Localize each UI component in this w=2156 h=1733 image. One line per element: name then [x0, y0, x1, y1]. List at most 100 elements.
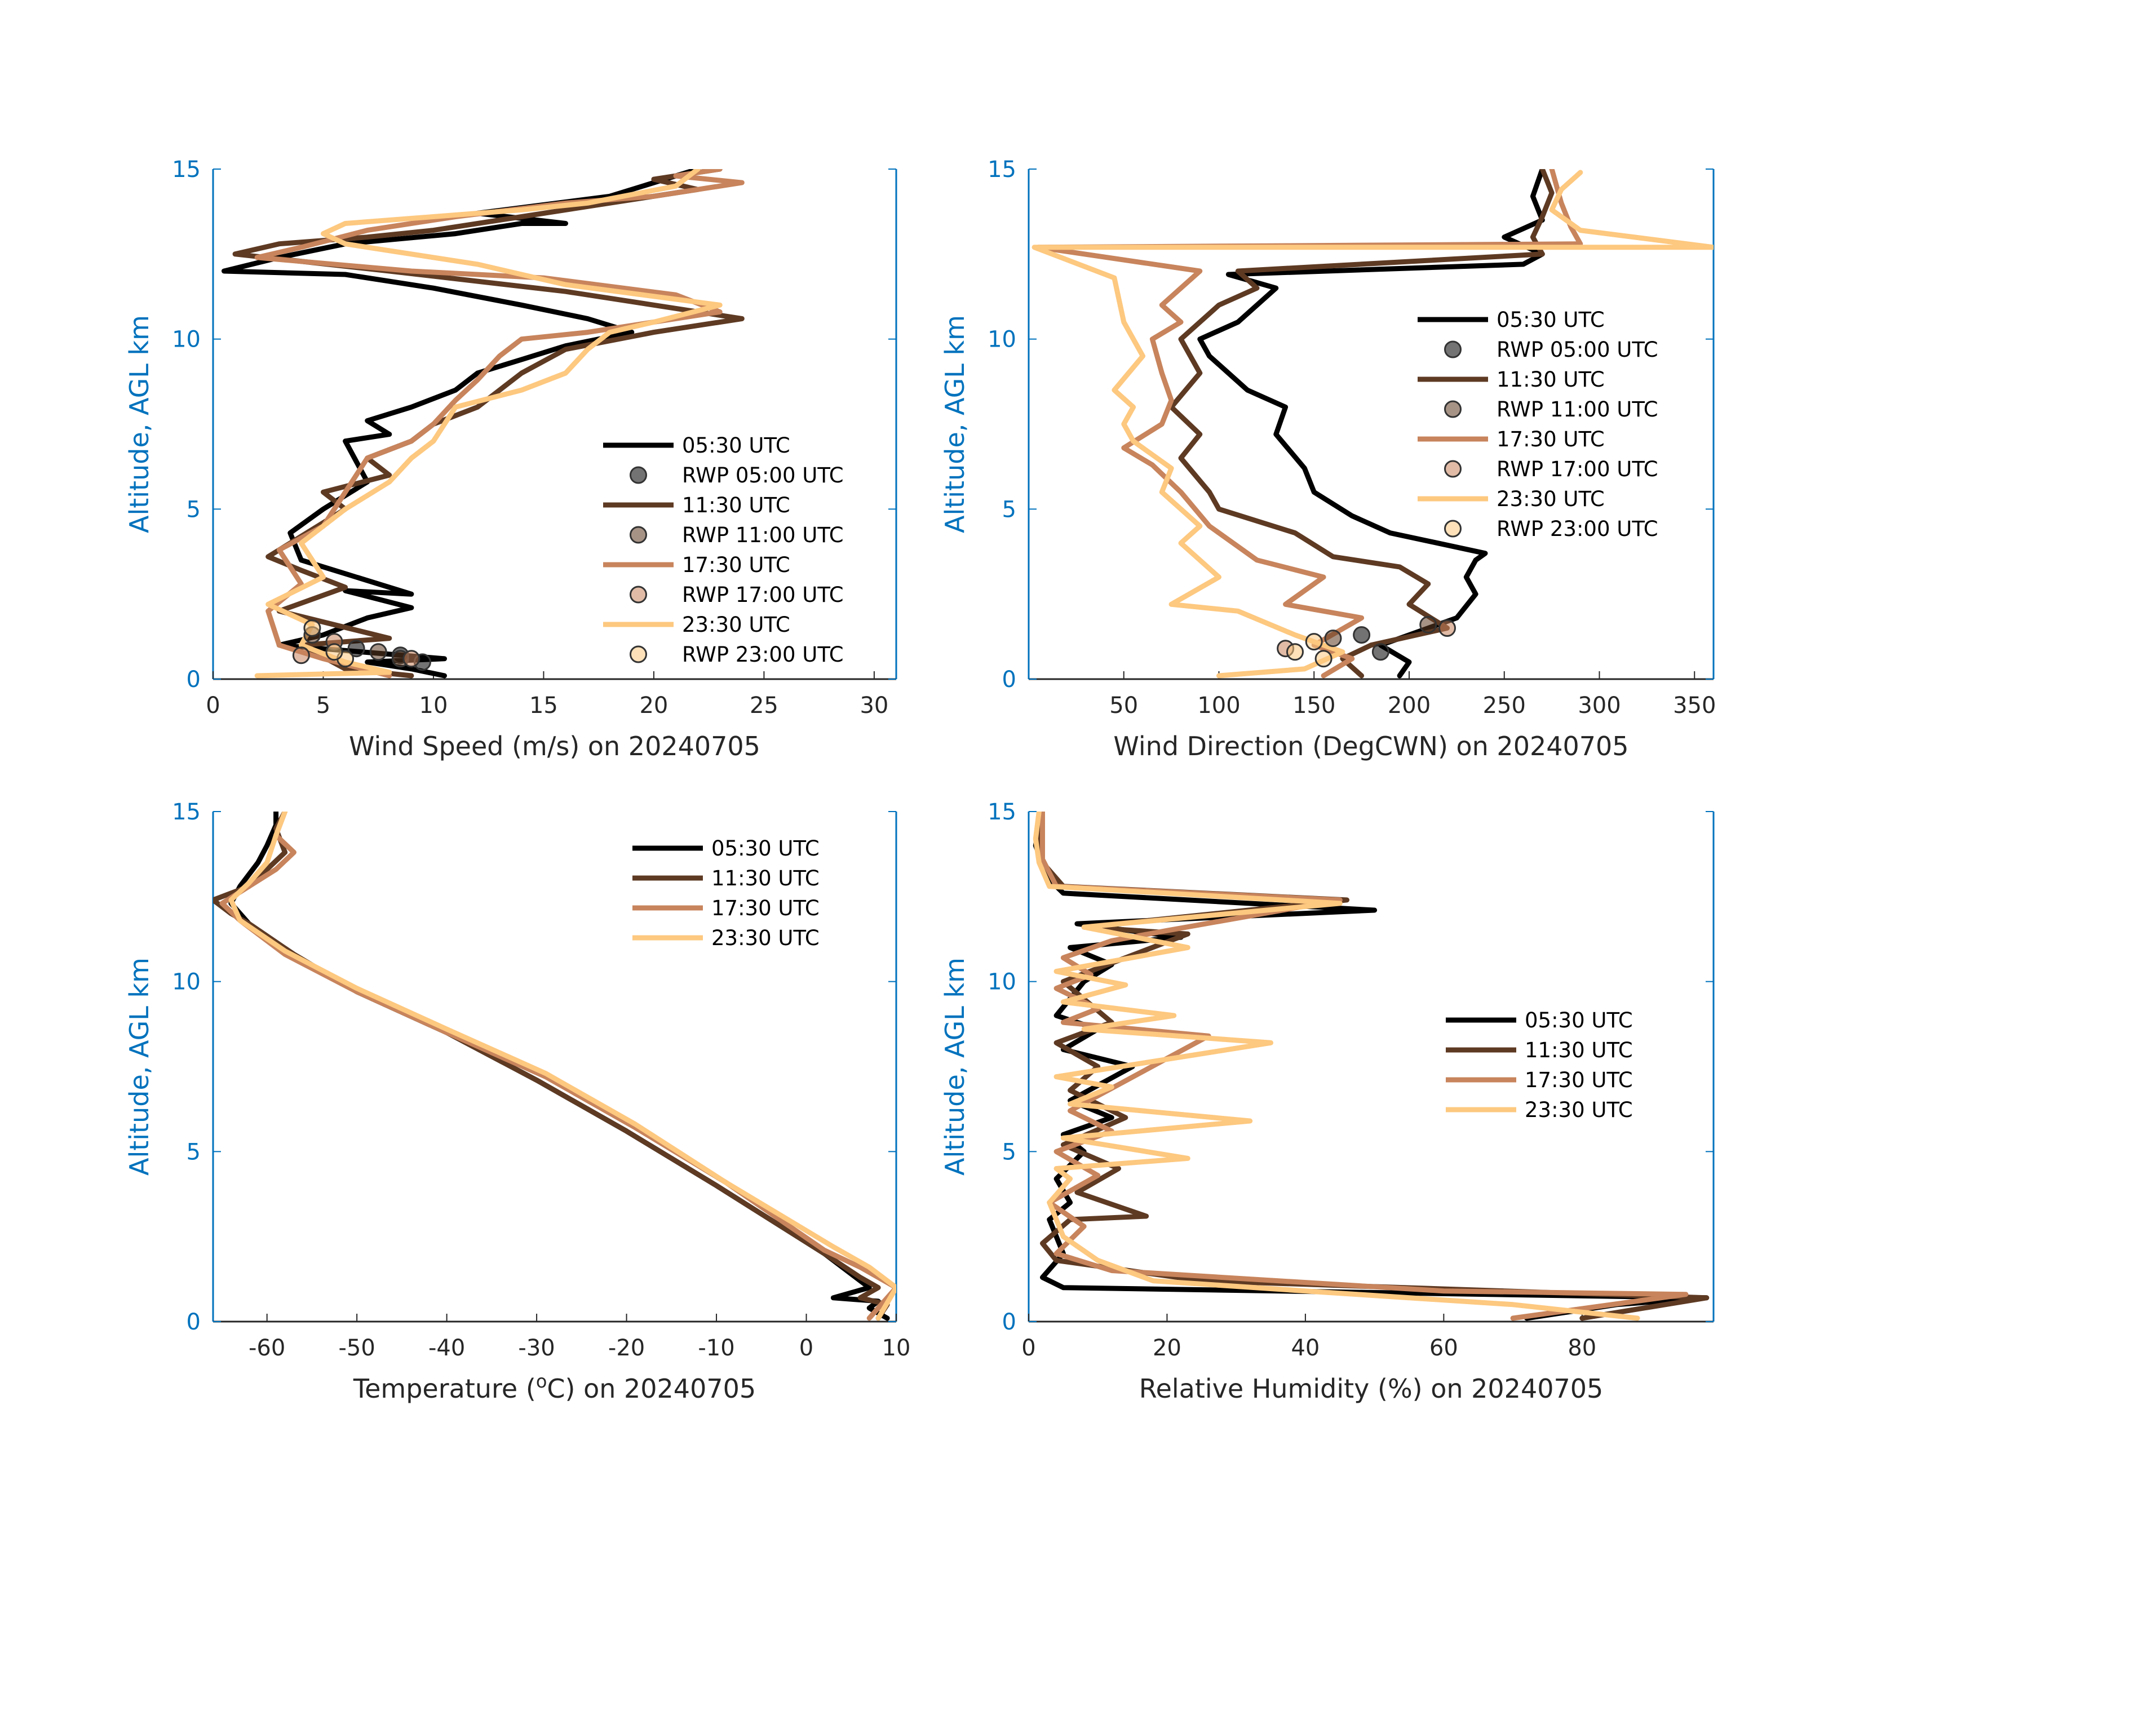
wind-speed-y-axis-label: Altitude, AGL km: [124, 315, 154, 533]
wind-speed-rwp-point: [303, 619, 321, 637]
wind-direction-x-tick-label: 350: [1673, 693, 1716, 719]
legend-label: RWP 17:00 UTC: [1497, 457, 1658, 481]
temperature-y-tick-label: 10: [172, 969, 201, 995]
wind-direction-rwp-point: [1353, 626, 1371, 644]
legend-label: 23:30 UTC: [682, 613, 790, 637]
wind-speed-panel: 0 5 10 15 20 25 30 0 5 10 15 Wind Speed (m/s) on 20…: [124, 157, 897, 761]
legend-marker: [630, 466, 647, 484]
legend-marker: [630, 645, 647, 663]
legend-label: 17:30 UTC: [1497, 427, 1605, 451]
wind-direction-panel: 50 100 150 200 250 300 350 0 5 10 15 Wind Direction…: [940, 157, 1716, 761]
wind-speed-rwp-point: [325, 643, 343, 661]
wind-direction-rwp-point: [1419, 615, 1437, 633]
legend-label: 11:30 UTC: [1497, 367, 1605, 392]
legend-marker: [630, 526, 647, 544]
wind-speed-x-tick-label: 15: [529, 693, 558, 719]
legend-label: RWP 17:00 UTC: [682, 583, 844, 607]
legend-label: 17:30 UTC: [711, 896, 820, 920]
wind-direction-series-1130UTC: [1168, 169, 1555, 679]
legend-label: 11:30 UTC: [1525, 1038, 1633, 1062]
relative-humidity-x-tick-label: 20: [1153, 1335, 1181, 1361]
wind-speed-rwp-point: [402, 650, 420, 668]
relative-humidity-panel: 0 20 40 60 80 0 5 10 15 Relative Humidity (%) on …: [940, 799, 1715, 1404]
temperature-x-tick-label: -60: [249, 1335, 285, 1361]
legend-label: RWP 11:00 UTC: [682, 523, 844, 547]
temperature-x-tick-label: -30: [518, 1335, 555, 1361]
wind-speed-y-tick-label: 15: [172, 157, 201, 183]
wind-direction-rwp-point: [1286, 643, 1304, 661]
wind-speed-rwp-point: [369, 643, 387, 661]
legend-label: 23:30 UTC: [1525, 1098, 1633, 1122]
legend-marker: [1444, 400, 1462, 418]
legend-label: 23:30 UTC: [711, 926, 820, 950]
legend-label: RWP 05:00 UTC: [682, 463, 844, 487]
legend-label: RWP 11:00 UTC: [1497, 397, 1658, 422]
temperature-y-tick-label: 15: [172, 799, 201, 825]
temperature-x-tick-label: 0: [799, 1335, 813, 1361]
wind-direction-y-tick-label: 5: [1002, 497, 1016, 522]
wind-speed-y-tick-label: 5: [187, 497, 201, 522]
legend-label: RWP 23:00 UTC: [1497, 517, 1658, 541]
wind-direction-x-tick-label: 100: [1197, 693, 1240, 719]
wind-direction-x-tick-label: 150: [1292, 693, 1335, 719]
legend-marker: [1444, 460, 1462, 478]
wind-direction-legend: 05:30 UTC RWP 05:00 UTC 11:30 UTC RWP 11:00…: [1418, 308, 1658, 541]
wind-speed-y-tick-label: 10: [172, 327, 201, 353]
legend-label: 05:30 UTC: [682, 433, 790, 458]
wind-speed-x-tick-label: 10: [419, 693, 448, 719]
wind-direction-x-tick-label: 300: [1578, 693, 1621, 719]
wind-direction-rwp-point: [1314, 650, 1332, 668]
temperature-x-tick-label: 10: [882, 1335, 911, 1361]
wind-direction-rwp-point: [1305, 633, 1323, 651]
relative-humidity-legend: 05:30 UTC 11:30 UTC 17:30 UTC 23:30 UTC: [1446, 1008, 1633, 1122]
wind-speed-x-tick-label: 30: [860, 693, 888, 719]
temperature-x-tick-label: -20: [608, 1335, 645, 1361]
relative-humidity-y-tick-label: 15: [988, 799, 1016, 825]
legend-marker: [1444, 340, 1462, 358]
temperature-y-axis-label: Altitude, AGL km: [124, 958, 154, 1176]
temperature-x-tick-label: -50: [338, 1335, 375, 1361]
temperature-legend: 05:30 UTC 11:30 UTC 17:30 UTC 23:30 UTC: [632, 836, 820, 950]
legend-label: 05:30 UTC: [711, 836, 820, 861]
wind-direction-rwp-point: [1438, 619, 1456, 637]
wind-direction-y-tick-label: 0: [1002, 667, 1016, 693]
relative-humidity-x-tick-label: 0: [1021, 1335, 1035, 1361]
legend-marker: [630, 586, 647, 604]
temperature-y-tick-label: 0: [187, 1309, 201, 1335]
legend-label: 05:30 UTC: [1525, 1008, 1633, 1032]
wind-speed-x-tick-label: 5: [316, 693, 330, 719]
relative-humidity-x-axis-label: Relative Humidity (%) on 20240705: [1139, 1373, 1604, 1404]
legend-label: 11:30 UTC: [682, 493, 790, 517]
wind-direction-rwp-point: [1324, 630, 1342, 648]
wind-direction-y-axis-label: Altitude, AGL km: [940, 315, 970, 533]
wind-speed-x-tick-label: 20: [639, 693, 668, 719]
wind-speed-x-axis-label: Wind Speed (m/s) on 20240705: [349, 731, 760, 761]
wind-direction-series-0530UTC: [1197, 169, 1545, 679]
wind-direction-x-tick-label: 250: [1483, 693, 1526, 719]
wind-direction-y-tick-label: 15: [988, 157, 1016, 183]
relative-humidity-x-tick-label: 80: [1568, 1335, 1596, 1361]
legend-label: 05:30 UTC: [1497, 308, 1605, 332]
temperature-panel: -60 -50 -40 -30 -20 -10 0 10 0 5 10 15 Temperature (…: [124, 799, 910, 1404]
temperature-x-tick-label: -40: [428, 1335, 465, 1361]
wind-speed-series-2330UTC: [254, 169, 723, 679]
relative-humidity-x-tick-label: 60: [1429, 1335, 1458, 1361]
relative-humidity-y-axis-label: Altitude, AGL km: [940, 958, 970, 1176]
temperature-x-tick-label: -10: [698, 1335, 734, 1361]
wind-direction-rwp-point: [1371, 643, 1389, 661]
wind-direction-x-tick-label: 200: [1388, 693, 1431, 719]
relative-humidity-y-tick-label: 5: [1002, 1139, 1016, 1165]
legend-label: 17:30 UTC: [682, 553, 790, 577]
wind-speed-rwp-point: [292, 646, 310, 664]
wind-speed-y-tick-label: 0: [187, 667, 201, 693]
wind-direction-x-axis-label: Wind Direction (DegCWN) on 20240705: [1113, 731, 1628, 761]
wind-speed-x-tick-label: 25: [750, 693, 778, 719]
legend-label: RWP 05:00 UTC: [1497, 338, 1658, 362]
wind-direction-x-tick-label: 50: [1109, 693, 1138, 719]
wind-speed-legend: 05:30 UTC RWP 05:00 UTC 11:30 UTC RWP 11:00…: [603, 433, 844, 667]
temperature-x-axis-label: Temperature (oC) on 20240705: [353, 1371, 756, 1404]
temperature-y-tick-label: 5: [187, 1139, 201, 1165]
relative-humidity-x-tick-label: 40: [1291, 1335, 1320, 1361]
temperature-series-1730UTC: [219, 812, 896, 1321]
